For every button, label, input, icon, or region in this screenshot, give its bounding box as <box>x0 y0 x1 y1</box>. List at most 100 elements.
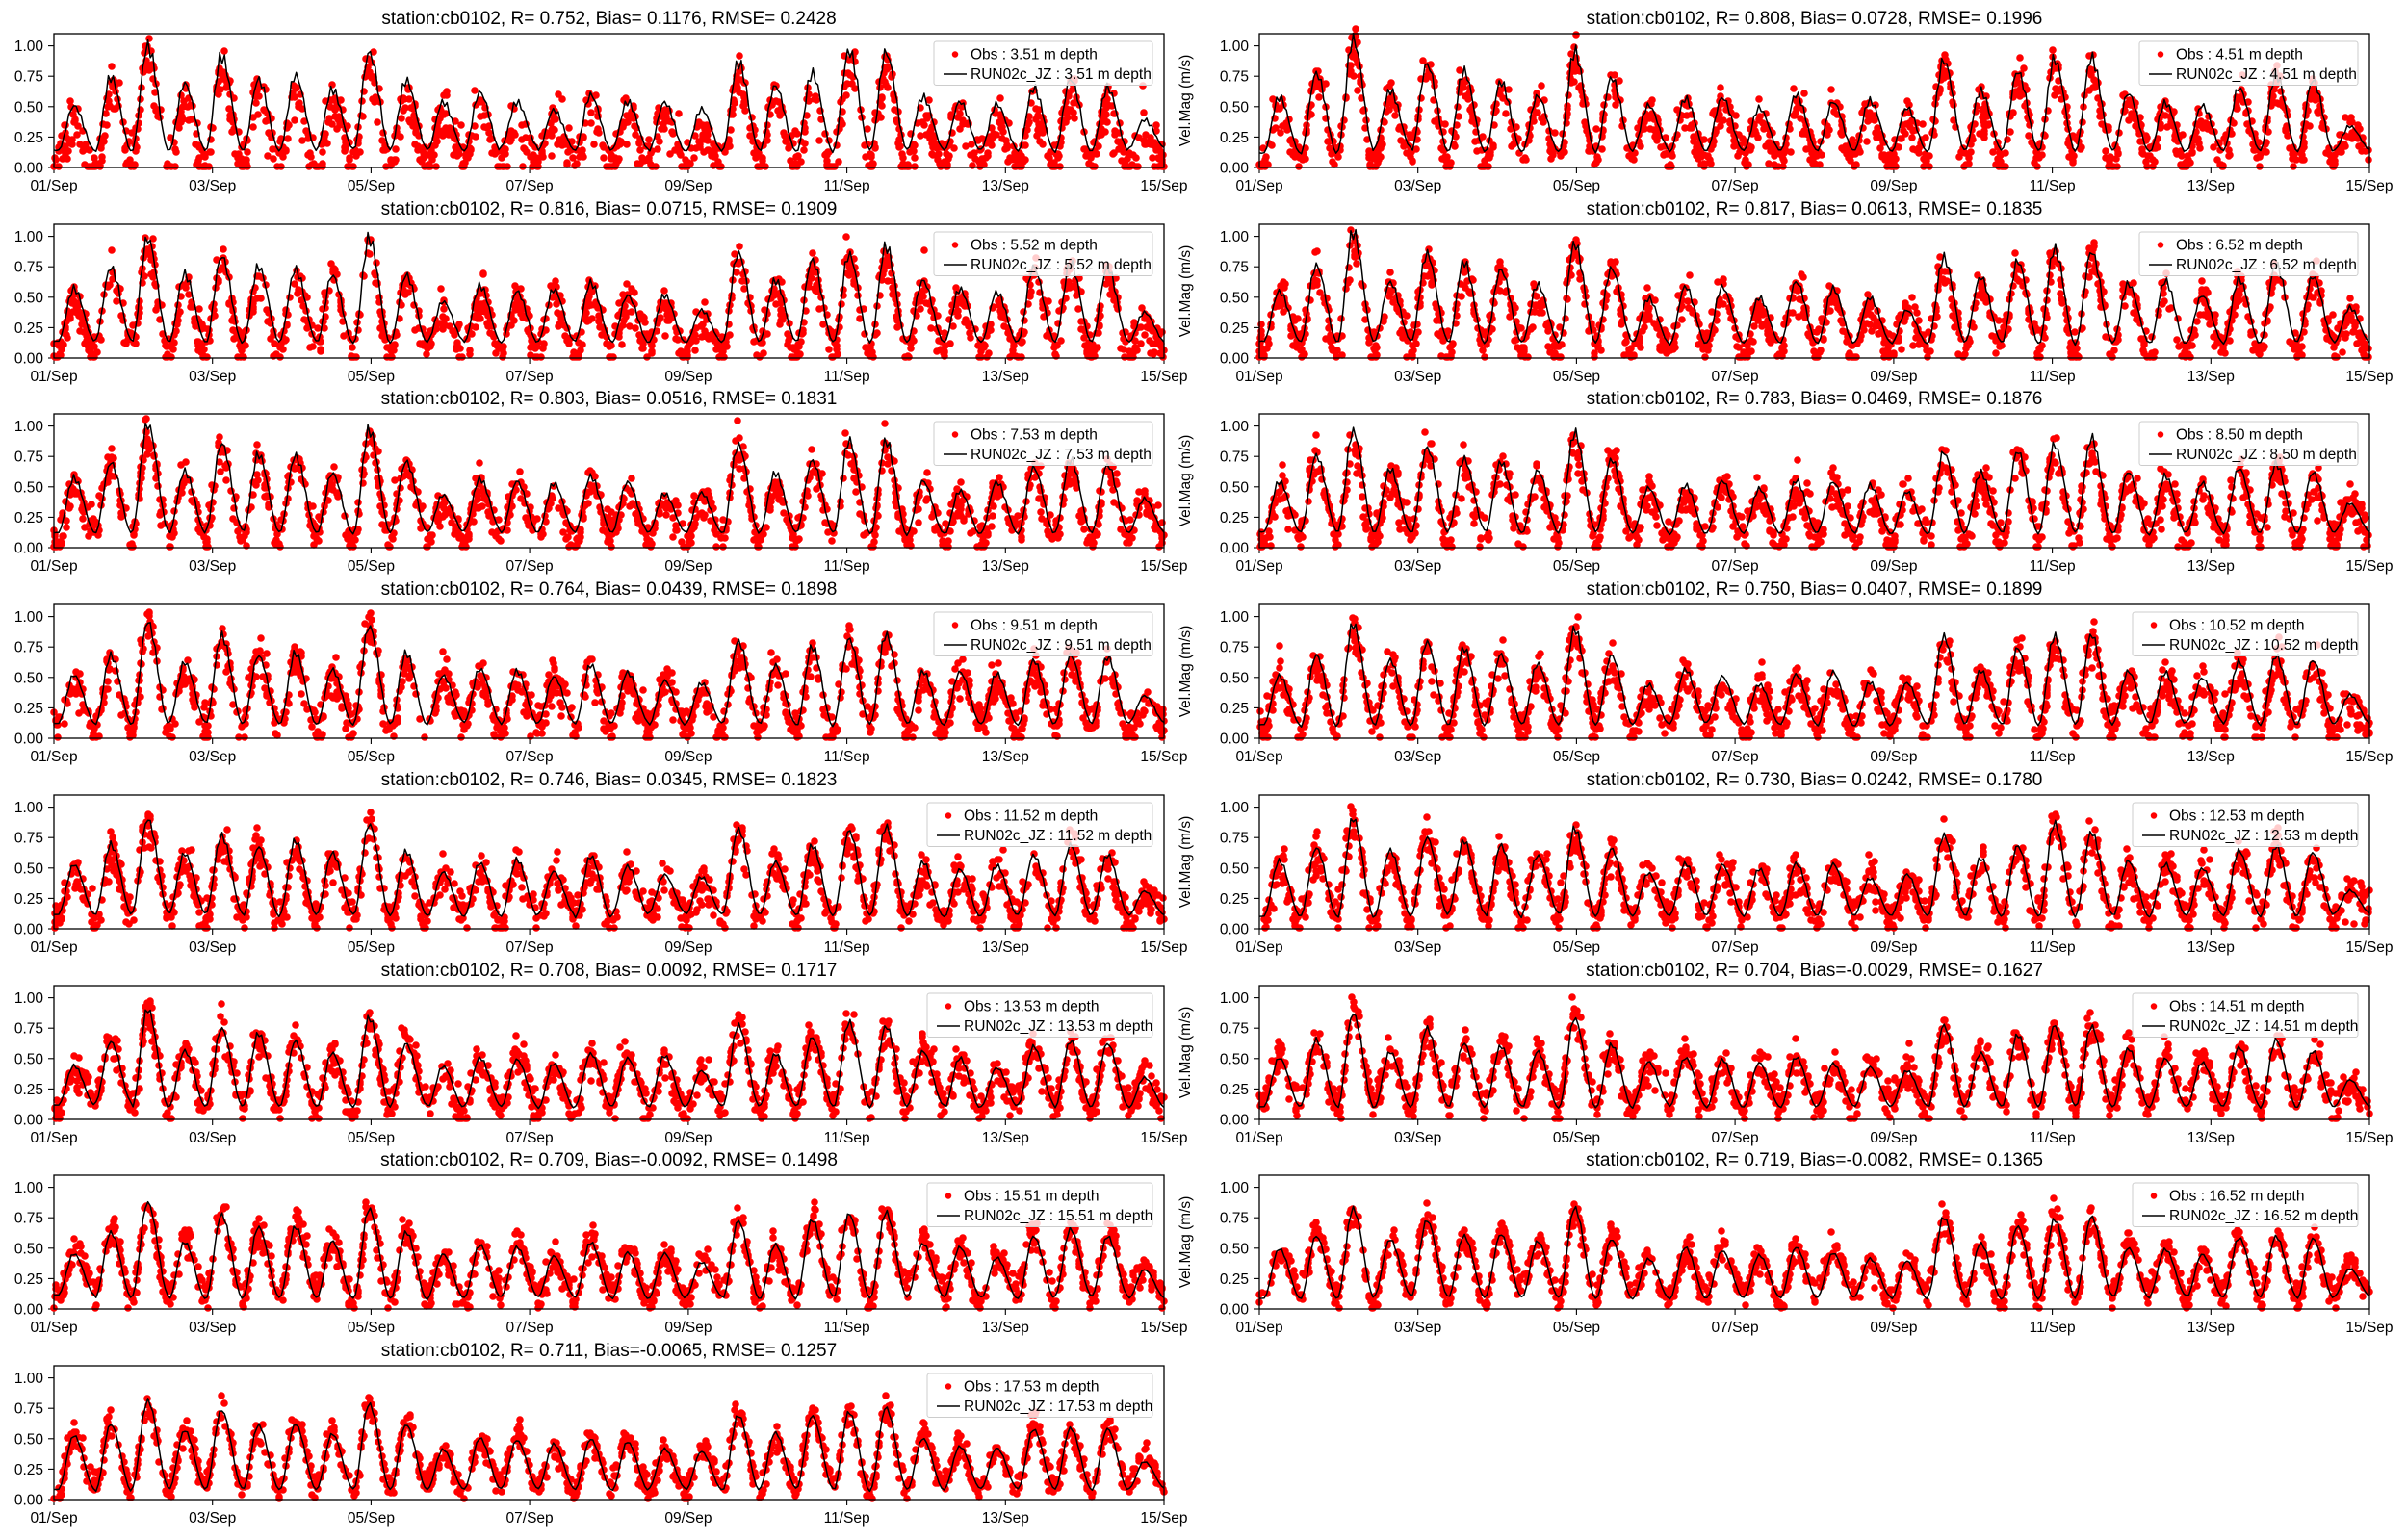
svg-text:05/Sep: 05/Sep <box>1553 558 1600 575</box>
svg-text:1.00: 1.00 <box>14 229 44 245</box>
svg-text:01/Sep: 01/Sep <box>1235 558 1282 575</box>
svg-text:RUN02c_JZ : 11.52 m depth: RUN02c_JZ : 11.52 m depth <box>964 828 1152 844</box>
svg-text:07/Sep: 07/Sep <box>506 558 554 575</box>
svg-text:0.75: 0.75 <box>14 449 43 466</box>
svg-text:0.25: 0.25 <box>14 321 43 337</box>
svg-text:05/Sep: 05/Sep <box>348 749 395 765</box>
svg-text:13/Sep: 13/Sep <box>982 1510 1029 1527</box>
svg-text:station:cb0102, R= 0.719, Bias: station:cb0102, R= 0.719, Bias=-0.0082, … <box>1586 1150 2043 1170</box>
svg-text:Vel.Mag (m/s): Vel.Mag (m/s) <box>1178 626 1194 718</box>
svg-text:Vel.Mag (m/s): Vel.Mag (m/s) <box>1178 55 1194 147</box>
svg-text:03/Sep: 03/Sep <box>189 558 236 575</box>
svg-text:RUN02c_JZ : 8.50 m depth: RUN02c_JZ : 8.50 m depth <box>2176 447 2357 463</box>
svg-text:03/Sep: 03/Sep <box>1394 558 1441 575</box>
svg-text:0.75: 0.75 <box>14 259 43 275</box>
svg-text:11/Sep: 11/Sep <box>824 558 870 575</box>
svg-text:15/Sep: 15/Sep <box>2345 558 2393 575</box>
svg-text:11/Sep: 11/Sep <box>824 939 870 956</box>
svg-text:05/Sep: 05/Sep <box>348 1510 395 1527</box>
svg-text:Obs : 7.53 m depth: Obs : 7.53 m depth <box>971 427 1098 444</box>
svg-text:0.50: 0.50 <box>1220 1241 1250 1257</box>
svg-text:07/Sep: 07/Sep <box>506 1510 554 1527</box>
svg-text:09/Sep: 09/Sep <box>1870 369 1917 385</box>
svg-text:RUN02c_JZ : 5.52 m depth: RUN02c_JZ : 5.52 m depth <box>971 257 1152 273</box>
svg-text:13/Sep: 13/Sep <box>982 369 1029 385</box>
svg-text:0.00: 0.00 <box>14 921 44 937</box>
svg-text:0.00: 0.00 <box>14 1112 44 1128</box>
svg-text:Obs : 3.51 m depth: Obs : 3.51 m depth <box>971 47 1098 64</box>
svg-text:Obs : 11.52 m depth: Obs : 11.52 m depth <box>964 808 1098 824</box>
svg-text:03/Sep: 03/Sep <box>1394 939 1441 956</box>
svg-text:RUN02c_JZ : 4.51 m depth: RUN02c_JZ : 4.51 m depth <box>2176 66 2357 83</box>
svg-text:13/Sep: 13/Sep <box>2187 939 2235 956</box>
svg-text:1.00: 1.00 <box>14 609 44 626</box>
svg-text:07/Sep: 07/Sep <box>1712 178 1759 194</box>
svg-text:RUN02c_JZ : 7.53 m depth: RUN02c_JZ : 7.53 m depth <box>971 447 1152 463</box>
svg-text:1.00: 1.00 <box>14 800 44 816</box>
svg-text:01/Sep: 01/Sep <box>1235 178 1282 194</box>
svg-text:09/Sep: 09/Sep <box>664 178 712 194</box>
svg-text:09/Sep: 09/Sep <box>664 939 712 956</box>
svg-text:0.25: 0.25 <box>1220 891 1249 908</box>
svg-text:0.50: 0.50 <box>14 99 44 116</box>
svg-text:15/Sep: 15/Sep <box>1140 1130 1187 1146</box>
svg-text:13/Sep: 13/Sep <box>982 939 1029 956</box>
svg-text:05/Sep: 05/Sep <box>1553 369 1600 385</box>
svg-text:0.00: 0.00 <box>14 350 44 367</box>
svg-text:15/Sep: 15/Sep <box>1140 369 1187 385</box>
svg-text:03/Sep: 03/Sep <box>189 749 236 765</box>
svg-text:01/Sep: 01/Sep <box>30 1510 77 1527</box>
svg-text:0.25: 0.25 <box>14 1462 43 1478</box>
svg-text:13/Sep: 13/Sep <box>2187 178 2235 194</box>
svg-text:0.00: 0.00 <box>14 161 44 177</box>
svg-text:Obs : 15.51 m depth: Obs : 15.51 m depth <box>964 1189 1099 1205</box>
svg-text:15/Sep: 15/Sep <box>1140 558 1187 575</box>
svg-text:Obs : 8.50 m depth: Obs : 8.50 m depth <box>2176 427 2303 444</box>
svg-text:0.25: 0.25 <box>1220 701 1249 717</box>
svg-text:Vel.Mag (m/s): Vel.Mag (m/s) <box>1178 435 1194 527</box>
svg-text:11/Sep: 11/Sep <box>824 1130 870 1146</box>
svg-text:0.25: 0.25 <box>1220 1271 1249 1288</box>
svg-text:11/Sep: 11/Sep <box>2030 749 2076 765</box>
svg-text:0.50: 0.50 <box>14 290 44 306</box>
svg-text:1.00: 1.00 <box>1220 419 1250 435</box>
svg-text:01/Sep: 01/Sep <box>30 178 77 194</box>
svg-text:0.75: 0.75 <box>1220 1020 1249 1037</box>
svg-text:0.00: 0.00 <box>1220 732 1250 748</box>
svg-text:Obs : 9.51 m depth: Obs : 9.51 m depth <box>971 618 1098 634</box>
svg-text:03/Sep: 03/Sep <box>189 178 236 194</box>
svg-text:15/Sep: 15/Sep <box>2345 1320 2393 1336</box>
svg-text:0.25: 0.25 <box>1220 321 1249 337</box>
svg-text:0.50: 0.50 <box>1220 99 1250 116</box>
svg-text:0.25: 0.25 <box>1220 510 1249 526</box>
svg-text:Vel.Mag (m/s): Vel.Mag (m/s) <box>1178 815 1194 908</box>
svg-text:1.00: 1.00 <box>14 1371 44 1387</box>
svg-text:0.25: 0.25 <box>14 891 43 908</box>
svg-text:09/Sep: 09/Sep <box>1870 1130 1917 1146</box>
svg-text:station:cb0102, R= 0.708, Bias: station:cb0102, R= 0.708, Bias= 0.0092, … <box>381 961 838 981</box>
svg-text:11/Sep: 11/Sep <box>824 178 870 194</box>
svg-text:07/Sep: 07/Sep <box>506 369 554 385</box>
svg-text:05/Sep: 05/Sep <box>1553 1320 1600 1336</box>
svg-text:01/Sep: 01/Sep <box>30 369 77 385</box>
svg-text:0.50: 0.50 <box>14 1051 44 1067</box>
svg-text:01/Sep: 01/Sep <box>30 1320 77 1336</box>
svg-text:05/Sep: 05/Sep <box>348 1320 395 1336</box>
svg-text:03/Sep: 03/Sep <box>189 369 236 385</box>
svg-text:station:cb0102, R= 0.816, Bias: station:cb0102, R= 0.816, Bias= 0.0715, … <box>381 199 838 219</box>
svg-text:station:cb0102, R= 0.803, Bias: station:cb0102, R= 0.803, Bias= 0.0516, … <box>381 389 838 409</box>
svg-text:07/Sep: 07/Sep <box>506 749 554 765</box>
svg-text:0.50: 0.50 <box>1220 670 1250 686</box>
svg-text:07/Sep: 07/Sep <box>506 939 554 956</box>
svg-text:03/Sep: 03/Sep <box>189 1510 236 1527</box>
svg-text:RUN02c_JZ : 12.53 m depth: RUN02c_JZ : 12.53 m depth <box>2169 828 2358 844</box>
svg-text:07/Sep: 07/Sep <box>1712 369 1759 385</box>
svg-text:0.25: 0.25 <box>1220 1081 1249 1097</box>
svg-text:09/Sep: 09/Sep <box>664 1320 712 1336</box>
svg-text:Vel.Mag (m/s): Vel.Mag (m/s) <box>1178 1196 1194 1289</box>
svg-text:07/Sep: 07/Sep <box>1712 1320 1759 1336</box>
svg-text:05/Sep: 05/Sep <box>1553 939 1600 956</box>
svg-text:0.00: 0.00 <box>1220 1302 1250 1319</box>
svg-text:0.75: 0.75 <box>1220 830 1249 846</box>
svg-text:05/Sep: 05/Sep <box>348 1130 395 1146</box>
